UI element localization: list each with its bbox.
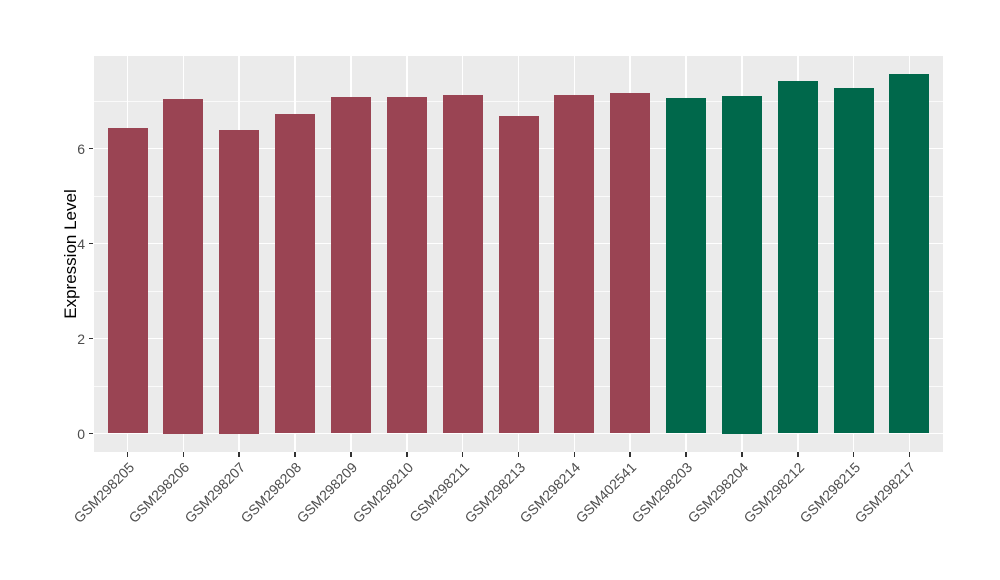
bar — [330, 97, 371, 434]
y-tick-label: 2 — [77, 330, 85, 347]
bar — [219, 129, 260, 434]
x-tick-mark — [294, 452, 296, 457]
x-tick-mark — [238, 452, 240, 457]
gridline-minor — [94, 100, 943, 102]
bar — [163, 98, 204, 434]
bar — [833, 88, 874, 434]
y-tick-label: 6 — [77, 140, 85, 157]
y-tick-mark — [88, 242, 93, 245]
x-tick-mark — [685, 452, 687, 457]
bar — [777, 80, 818, 434]
x-tick-mark — [406, 452, 408, 457]
y-tick-mark — [88, 337, 93, 340]
bar — [721, 96, 762, 434]
bar — [275, 113, 316, 434]
bar — [442, 95, 483, 434]
x-tick-mark — [350, 452, 352, 457]
x-tick-mark — [461, 452, 464, 457]
x-tick-mark — [797, 452, 799, 457]
y-tick-mark — [88, 147, 93, 150]
x-tick-mark — [629, 452, 631, 457]
x-tick-mark — [126, 452, 129, 457]
y-tick-mark — [88, 432, 93, 435]
bar — [386, 97, 427, 434]
bar — [610, 92, 651, 434]
bar — [107, 127, 148, 434]
x-tick-mark — [908, 452, 911, 457]
bar — [889, 74, 930, 434]
y-tick-label: 0 — [77, 425, 85, 442]
x-tick-label: GSM298205 — [69, 459, 137, 526]
bar — [498, 116, 539, 434]
x-tick-mark — [182, 452, 185, 457]
plot-panel — [94, 56, 943, 452]
bar — [666, 97, 707, 434]
x-tick-mark — [573, 452, 576, 457]
y-tick-label: 4 — [77, 235, 85, 252]
x-tick-mark — [741, 452, 743, 457]
bar — [554, 94, 595, 434]
x-tick-mark — [852, 452, 855, 457]
gridline-major — [94, 432, 943, 435]
x-tick-mark — [517, 452, 520, 457]
